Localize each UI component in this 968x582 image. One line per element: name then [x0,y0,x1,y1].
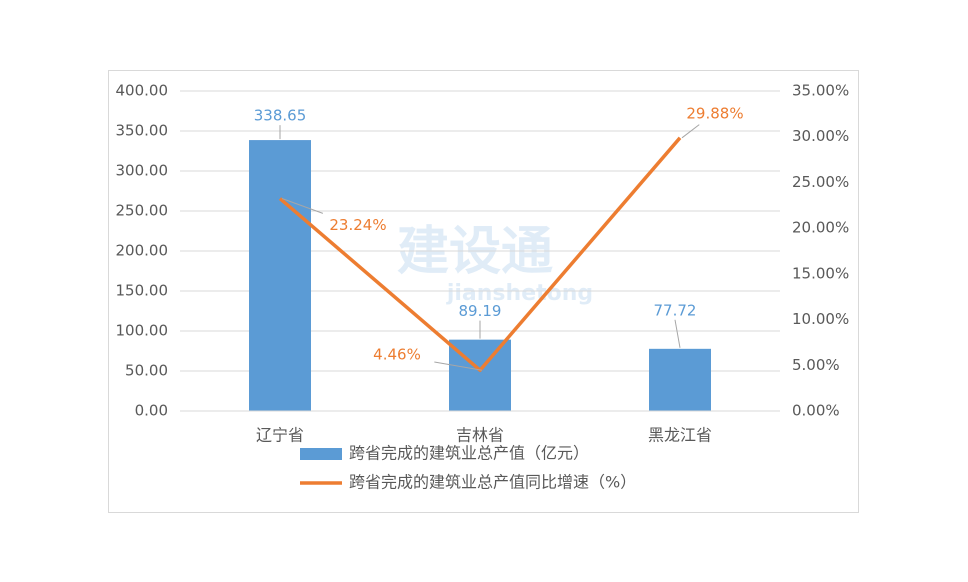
legend-label: 跨省完成的建筑业总产值同比增速（%） [349,473,636,492]
data-label: 23.24% [329,216,386,234]
data-label: 89.19 [459,302,502,320]
y2-tick-label: 0.00% [792,402,840,420]
y-tick-label: 200.00 [116,242,169,260]
x-tick-label: 辽宁省 [256,426,304,445]
y2-tick-label: 35.00% [792,82,849,100]
data-label: 4.46% [373,346,421,364]
bar [649,348,711,411]
y2-tick-label: 30.00% [792,127,849,145]
data-label: 77.72 [654,301,697,319]
leader-line [674,319,681,348]
y2-tick-label: 15.00% [792,264,849,282]
bar [249,140,311,411]
y-tick-label: 300.00 [116,162,169,180]
y-tick-label: 350.00 [116,122,169,140]
y2-tick-label: 20.00% [792,219,849,237]
legend-swatch [300,448,342,460]
leader-line [434,361,483,371]
watermark-sub: jianshetong [446,281,593,306]
x-tick-label: 黑龙江省 [648,426,712,445]
y-tick-label: 100.00 [116,322,169,340]
y-tick-label: 250.00 [116,202,169,220]
x-tick-label: 吉林省 [456,426,504,445]
leader-line [681,124,700,139]
y-tick-label: 400.00 [116,82,169,100]
y-tick-label: 150.00 [116,282,169,300]
y-tick-label: 50.00 [125,362,168,380]
legend-label: 跨省完成的建筑业总产值（亿元） [349,444,589,463]
watermark: 建设通 [397,222,553,282]
y-tick-label: 0.00 [135,402,168,420]
y2-tick-label: 5.00% [792,356,840,374]
y2-tick-label: 10.00% [792,310,849,328]
data-label: 338.65 [254,107,307,125]
leader-line [281,198,324,214]
data-label: 29.88% [686,104,743,122]
y2-tick-label: 25.00% [792,173,849,191]
